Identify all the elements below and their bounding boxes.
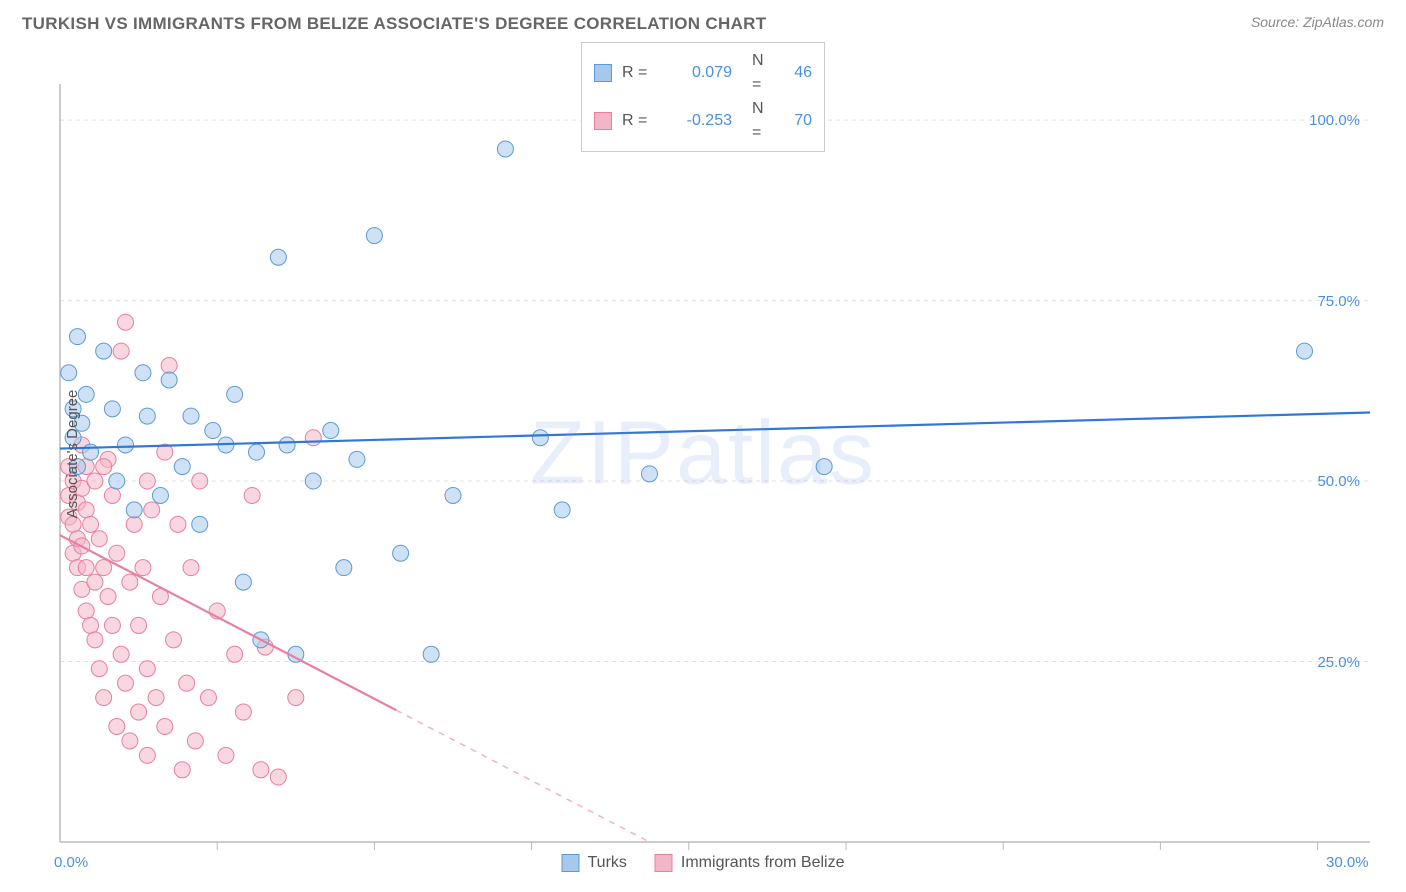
- y-tick-label: 100.0%: [1300, 112, 1360, 129]
- y-tick-label: 25.0%: [1300, 654, 1360, 671]
- header: TURKISH VS IMMIGRANTS FROM BELIZE ASSOCI…: [0, 0, 1406, 34]
- source-name: ZipAtlas.com: [1303, 14, 1384, 30]
- chart-container: Associate's Degree ZIPatlas R = 0.079 N …: [0, 34, 1406, 874]
- swatch-belize-icon: [655, 854, 673, 872]
- page-title: TURKISH VS IMMIGRANTS FROM BELIZE ASSOCI…: [22, 14, 766, 34]
- x-tick-label: 0.0%: [54, 854, 88, 871]
- swatch-belize: [594, 112, 612, 130]
- x-tick-label: 30.0%: [1326, 854, 1369, 871]
- source-prefix: Source:: [1251, 14, 1303, 30]
- swatch-turks-icon: [562, 854, 580, 872]
- legend-row-turks: R = 0.079 N = 46: [594, 49, 812, 97]
- y-tick-label: 75.0%: [1300, 293, 1360, 310]
- legend-label-turks: Turks: [588, 854, 627, 872]
- y-tick-label: 50.0%: [1300, 473, 1360, 490]
- r-value-belize: -0.253: [662, 109, 732, 133]
- correlation-legend: R = 0.079 N = 46 R = -0.253 N = 70: [581, 42, 825, 152]
- n-value-turks: 46: [782, 61, 812, 85]
- scatter-plot: [0, 34, 1406, 874]
- series-legend: Turks Immigrants from Belize: [562, 854, 845, 872]
- legend-label-belize: Immigrants from Belize: [681, 854, 845, 872]
- n-label: N =: [742, 49, 772, 97]
- legend-item-turks: Turks: [562, 854, 627, 872]
- n-value-belize: 70: [782, 109, 812, 133]
- r-value-turks: 0.079: [662, 61, 732, 85]
- n-label: N =: [742, 97, 772, 145]
- r-label: R =: [622, 61, 652, 85]
- legend-item-belize: Immigrants from Belize: [655, 854, 845, 872]
- source-attribution: Source: ZipAtlas.com: [1251, 14, 1384, 30]
- legend-row-belize: R = -0.253 N = 70: [594, 97, 812, 145]
- swatch-turks: [594, 64, 612, 82]
- y-axis-label: Associate's Degree: [64, 390, 81, 519]
- r-label: R =: [622, 109, 652, 133]
